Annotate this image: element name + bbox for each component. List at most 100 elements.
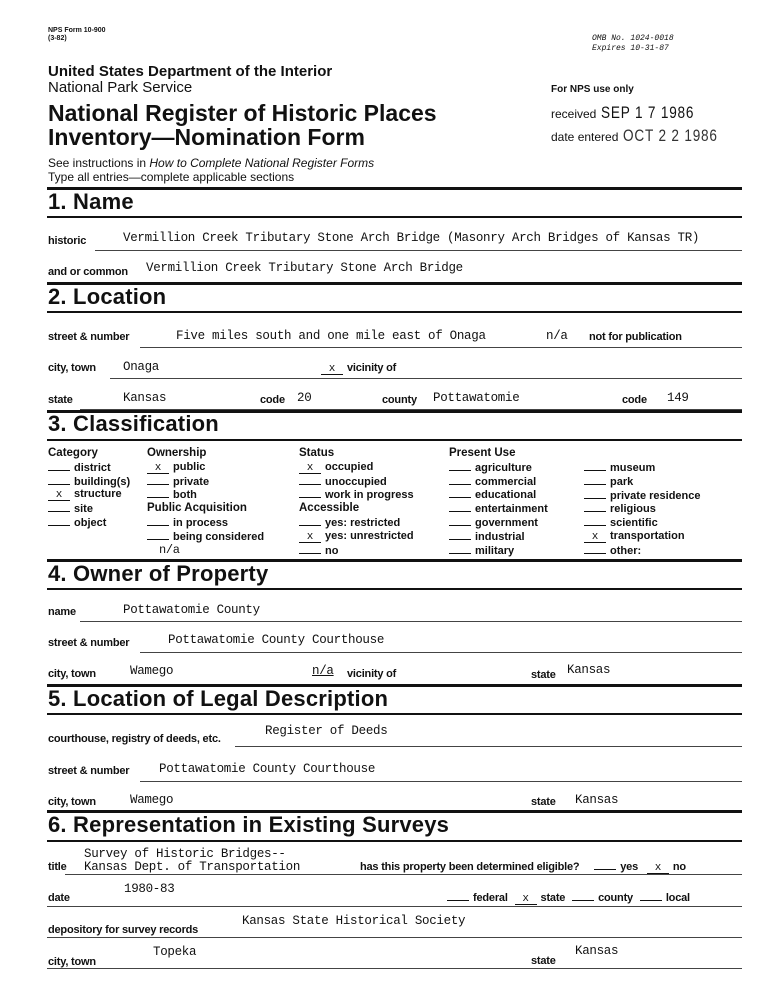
owner-name-label: name [48,606,76,618]
agency: National Park Service [48,79,193,96]
county-value: Pottawatomie [433,391,520,405]
checkbox[interactable] [147,487,169,499]
owner-city-label: city, town [48,668,96,680]
option-label: agriculture [475,461,532,474]
checkbox[interactable] [584,515,606,527]
section-2-heading: 2. Location [48,284,167,309]
option-label: both [173,489,197,502]
checkbox[interactable] [48,474,70,485]
eligible-row: has this property been determined eligib… [360,859,686,874]
category-title: Category [48,447,98,459]
form-number-text: NPS Form 10-900 [48,27,106,34]
survey-title-value: Survey of Historic Bridges-- Kansas Dept… [84,848,300,874]
use-scientific: scientific [584,515,701,529]
eligible-no-checkbox[interactable]: x [646,863,669,874]
checkbox[interactable] [299,543,321,554]
field-line [140,652,742,653]
checkbox[interactable] [584,474,606,485]
state-label: state [48,394,73,406]
checkbox[interactable]: x [299,462,321,474]
checkbox[interactable] [299,515,321,526]
state-checkbox[interactable]: x [514,894,537,905]
checkbox[interactable] [449,515,471,526]
checkbox[interactable] [584,543,606,554]
option-label: being considered [173,530,265,543]
section-4-heading: 4. Owner of Property [48,561,269,586]
checkbox[interactable] [147,529,169,540]
owner-name-value: Pottawatomie County [123,603,260,617]
category-site: site [48,501,130,515]
checkbox[interactable]: x [584,531,606,543]
checkbox[interactable] [299,487,321,499]
field-line [47,906,742,907]
option-label: no [325,544,339,557]
checkbox[interactable] [449,487,471,499]
option-label: work in progress [325,489,414,502]
checkbox[interactable]: x [299,531,321,543]
historic-label: historic [48,235,87,247]
city-value: Onaga [123,360,160,374]
checkbox[interactable] [48,515,70,526]
checkbox[interactable] [147,474,169,485]
divider [47,684,742,687]
vicinity-label: vicinity of [347,362,397,374]
checkbox[interactable] [584,460,606,471]
checkbox[interactable] [299,474,321,485]
checkbox[interactable] [449,529,471,540]
option-label: district [74,461,111,474]
checkbox[interactable] [449,460,471,471]
county-checkbox[interactable] [572,890,595,901]
survey-level-row: federal x state county local [447,890,690,905]
checkbox[interactable] [584,501,606,513]
field-line [80,621,742,622]
not-for-publication-value: n/a [546,329,568,343]
status-title: Status [299,447,335,459]
survey-date-value: 1980-83 [124,882,175,896]
legal-street-label: street & number [48,765,130,777]
title-line-1: National Register of Historic Places [48,100,437,126]
survey-state-label: state [531,955,556,967]
option-label: private [173,475,210,488]
legal-state-label: state [531,796,556,808]
checkbox[interactable] [584,488,606,499]
type-all-entries: Type all entries—complete applicable sec… [48,170,295,184]
option-label: unoccupied [325,475,387,488]
local-level-label: local [665,892,690,904]
vicinity-checkbox[interactable]: x [321,364,343,375]
field-line [140,781,742,782]
option-label: object [74,516,107,529]
field-line [235,746,742,747]
local-checkbox[interactable] [639,890,662,901]
checkbox[interactable] [48,501,70,513]
eligible-yes-checkbox[interactable] [594,859,617,870]
use-transportation: x transportation [584,529,701,543]
divider [47,216,742,218]
option-label: museum [610,462,656,474]
checkbox[interactable] [48,460,70,471]
section-5-heading: 5. Location of Legal Description [48,686,389,711]
checkbox[interactable] [449,543,471,554]
accessible-no: no [299,543,414,557]
checkbox[interactable] [147,515,169,526]
survey-city-value: Topeka [153,945,197,959]
option-label: religious [610,503,656,516]
ownership-title: Ownership [147,447,207,459]
survey-city-label: city, town [48,956,96,968]
eligible-no-label: no [672,861,686,873]
code-label: code [260,394,285,406]
checkbox[interactable] [449,501,471,513]
instructions-title: How to Complete National Register Forms [149,156,375,170]
status-occupied: x occupied [299,460,414,474]
checkbox[interactable] [449,474,471,485]
ownership-private: private [147,474,264,488]
acquisition-in-process: in process [147,515,264,529]
legal-city-label: city, town [48,796,96,808]
checkbox[interactable]: x [147,462,169,474]
federal-checkbox[interactable] [447,890,469,901]
option-label: park [610,475,634,488]
field-line [110,378,742,379]
common-name-value: Vermillion Creek Tributary Stone Arch Br… [146,261,463,275]
received-label: received [551,107,597,121]
city-label: city, town [48,362,96,374]
checkbox[interactable]: x [48,490,70,502]
